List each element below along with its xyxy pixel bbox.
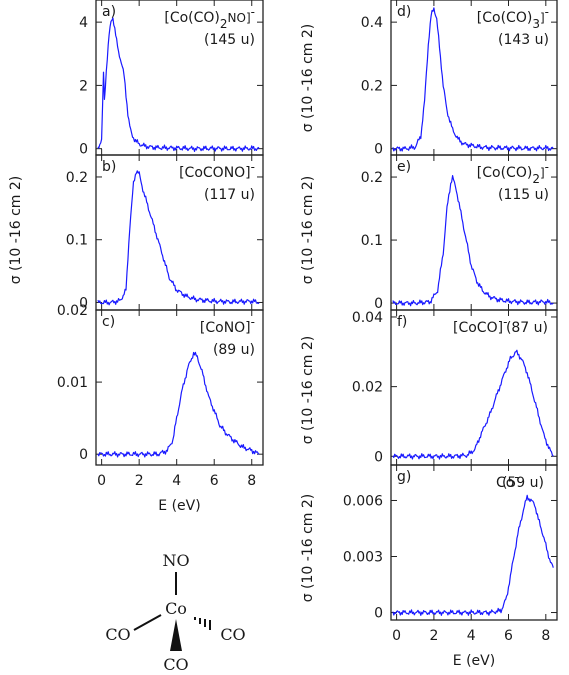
y-tick-label: 0.2 [361, 78, 383, 94]
data-series-line [392, 7, 554, 152]
y-tick-label: 0.2 [66, 170, 88, 186]
species-label: Co- [496, 470, 519, 491]
species-label: [CoNO]- [200, 315, 255, 336]
x-tick-label: 0 [97, 473, 106, 489]
panel-letter: c) [102, 314, 115, 330]
y-axis-title: σ (10 -16 cm 2) [300, 494, 316, 603]
species-label: [Co(CO)2]- [477, 160, 549, 186]
panel-letter: f) [397, 314, 407, 330]
panel-d: 0 0.2 0.4 d) [Co(CO)3]-(143 u) σ (10 -16 cm 2… [300, 0, 558, 158]
data-series-line [97, 351, 260, 458]
bond-right-hashed [194, 617, 211, 630]
mass-label: (115 u) [498, 187, 549, 203]
species-label: [CoCO]- [453, 315, 507, 336]
y-tick-label: 0.1 [361, 233, 383, 249]
y-tick-label: 0 [374, 296, 383, 312]
mass-label: (143 u) [498, 32, 549, 48]
y-tick-label: 0 [374, 449, 383, 465]
plot-frame [390, 464, 558, 621]
data-series-line [392, 175, 554, 307]
y-tick-label: 0 [79, 447, 88, 463]
x-tick-label: 6 [210, 473, 219, 489]
y-tick-label: 0.2 [361, 170, 383, 186]
molecule-diagram: NO Co CO CO CO [105, 551, 245, 674]
y-tick-label: 0 [374, 606, 383, 622]
x-tick-label: 4 [172, 473, 181, 489]
molecule-ligand-top: NO [162, 551, 189, 570]
panel-letter: b) [102, 159, 116, 175]
species-label: [Co(CO)3]- [477, 5, 549, 31]
y-axis-title: σ (10 -16 cm 2) [300, 24, 316, 133]
x-tick-label: 8 [541, 628, 550, 644]
panel-b: 0 0.1 0.2 b) [CoCONO]- (117 u) σ (10 -16 cm 2) [8, 154, 264, 311]
panels: 0 2 4 a) [Co(CO)2NO]-(145 u) 0 0.1 0.2 b) [CoCONO… [8, 0, 558, 669]
mass-label: (145 u) [204, 32, 255, 48]
panel-g: 0 2 4 6 8 0 0.003 0.006 g) Co-(59 u) σ (10 -16 cm … [300, 464, 558, 669]
molecule-ligand-right: CO [220, 625, 245, 644]
panel-e: 0 0.1 0.2 e) [Co(CO)2]-(115 u) σ (10 -16 cm 2… [300, 154, 558, 312]
data-series-line [97, 170, 260, 306]
molecule-center: Co [165, 599, 187, 618]
mass-label: (117 u) [204, 187, 255, 203]
y-tick-label: 0.006 [343, 493, 383, 509]
data-series-line [392, 494, 554, 616]
data-series-line [97, 17, 260, 152]
y-axis-title: σ (10 -16 cm 2) [8, 176, 24, 285]
x-tick-label: 2 [135, 473, 144, 489]
y-tick-label: 2 [79, 78, 88, 94]
y-tick-label: 0.02 [57, 303, 88, 319]
x-tick-label: 4 [467, 628, 476, 644]
plot-frame [95, 309, 264, 466]
x-axis-title: E (eV) [453, 653, 495, 669]
y-tick-label: 0.01 [57, 375, 88, 391]
panel-letter: a) [102, 4, 116, 20]
y-tick-label: 0 [79, 295, 88, 311]
x-tick-label: 6 [504, 628, 513, 644]
x-tick-label: 2 [429, 628, 438, 644]
molecule-ligand-left: CO [105, 625, 130, 644]
y-tick-label: 0 [79, 142, 88, 158]
y-tick-label: 0.04 [352, 310, 383, 326]
data-series-line [392, 349, 554, 460]
mass-label: (59 u) [502, 475, 544, 491]
y-tick-label: 0 [374, 142, 383, 158]
x-axis-title: E (eV) [158, 498, 200, 514]
bond-bottom-wedge [170, 619, 182, 651]
y-tick-label: 4 [79, 15, 88, 31]
panel-f: 0 0.02 0.04 f) [CoCO]-(87 u) σ (10 -16 cm 2) [300, 309, 558, 466]
y-tick-label: 0.02 [352, 380, 383, 396]
panel-letter: g) [397, 469, 411, 485]
mass-label: (89 u) [213, 342, 255, 358]
molecule-ligand-bottom: CO [163, 655, 188, 674]
bond-left [133, 614, 162, 631]
panel-letter: d) [397, 4, 411, 20]
panel-letter: e) [397, 159, 411, 175]
y-tick-label: 0.003 [343, 550, 383, 566]
mass-label: (87 u) [506, 320, 548, 336]
panel-c: 0 2 4 6 8 0 0.01 0.02 c) [CoNO]- (89 u) E (eV) [57, 303, 264, 514]
y-axis-title: σ (10 -16 cm 2) [300, 176, 316, 285]
y-tick-label: 0.1 [66, 233, 88, 249]
species-label: [Co(CO)2NO]- [164, 5, 255, 31]
y-axis-title: σ (10 -16 cm 2) [300, 336, 316, 445]
x-tick-label: 0 [392, 628, 401, 644]
x-tick-label: 8 [247, 473, 256, 489]
y-tick-label: 0.4 [361, 15, 383, 31]
panel-a: 0 2 4 a) [Co(CO)2NO]-(145 u) [79, 0, 264, 158]
species-label: [CoCONO]- [179, 160, 255, 181]
